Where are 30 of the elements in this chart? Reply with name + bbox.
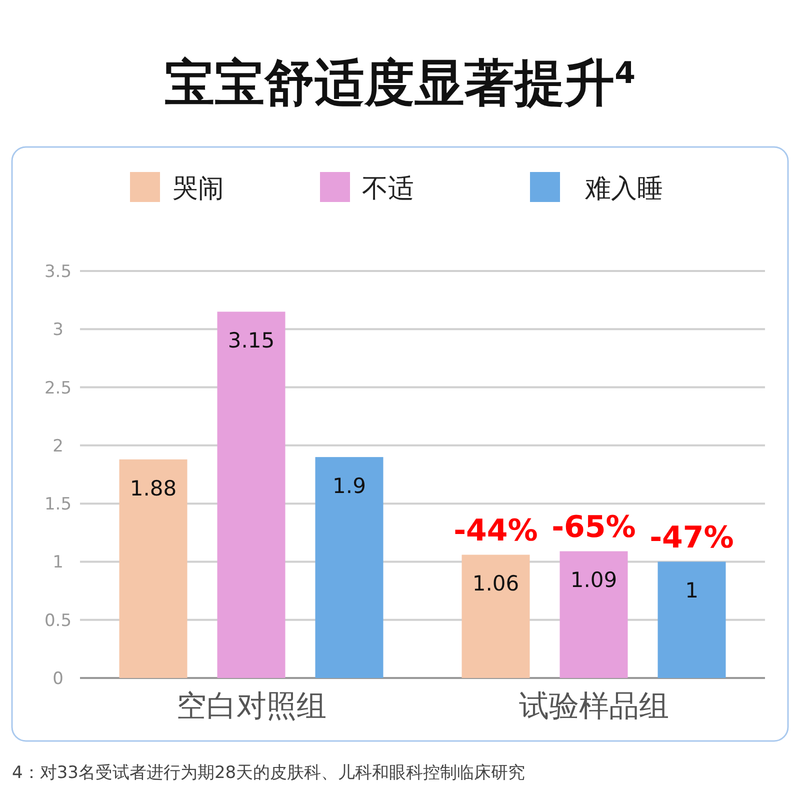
text: 4：对33名受试者进行为期28天的皮肤科、儿科和眼科控制临床研究 — [12, 763, 526, 783]
y-tick-label: 1 — [52, 552, 64, 573]
annotation: -47% — [650, 520, 734, 556]
legend-label: 哭闹 — [172, 174, 224, 204]
data-label: 3.15 — [228, 328, 275, 353]
data-label: 1 — [685, 578, 698, 603]
y-tick-label: 2 — [52, 436, 64, 456]
y-tick-label: 0 — [52, 669, 64, 689]
bar — [462, 554, 530, 678]
y-tick-label: 3 — [52, 320, 64, 340]
annotation: -44% — [454, 514, 538, 549]
annotation: -65% — [552, 510, 636, 546]
legend-label: 不适 — [362, 174, 414, 204]
bar — [658, 562, 726, 678]
chart-title: 宝宝舒适度显著提升$^{4}$ — [164, 54, 636, 112]
legend-label: 难入睡 — [584, 174, 663, 204]
data-label: 1.88 — [130, 476, 177, 500]
bar — [217, 312, 286, 678]
y-tick-label: 3.5 — [44, 262, 72, 282]
x-tick-label: 空白对照组 — [176, 689, 326, 724]
data-label: 1.09 — [570, 568, 618, 592]
y-tick-label: 0.5 — [44, 610, 72, 631]
bar — [315, 457, 384, 678]
bar — [560, 551, 628, 678]
x-tick-label: 试验样品组 — [518, 689, 669, 724]
y-tick-label: 1.5 — [44, 494, 72, 515]
y-tick-label: 2.5 — [44, 378, 72, 398]
data-label: 1.9 — [332, 474, 366, 498]
data-label: 1.06 — [472, 572, 520, 596]
bar — [119, 459, 188, 678]
